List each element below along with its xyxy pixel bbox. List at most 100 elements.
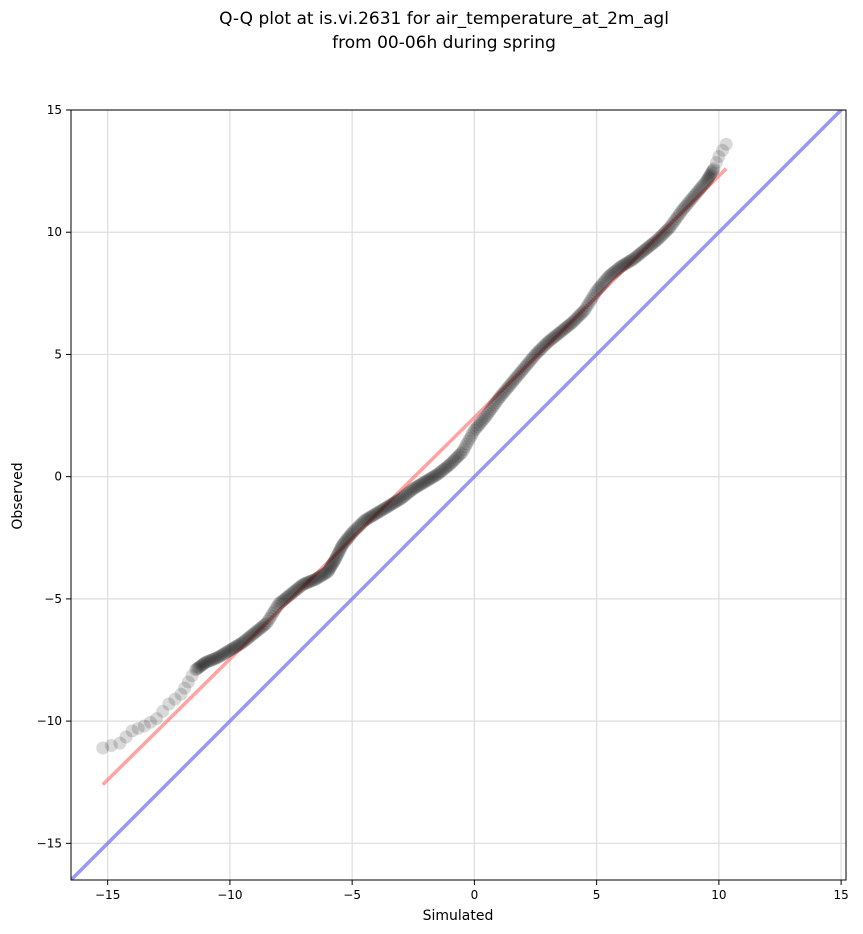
quantile-point <box>695 179 709 193</box>
quantile-point <box>584 294 598 308</box>
quantile-point <box>383 498 397 512</box>
quantile-point <box>548 329 562 343</box>
quantile-point <box>530 346 544 360</box>
quantile-point <box>518 360 532 374</box>
quantile-point <box>443 457 457 471</box>
quantile-point <box>244 629 258 643</box>
quantile-point <box>218 646 232 660</box>
quantile-point <box>666 216 680 230</box>
quantile-point <box>519 358 533 372</box>
quantile-point <box>362 511 376 525</box>
quantile-point <box>367 508 381 522</box>
quantile-point <box>609 263 623 277</box>
quantile-point <box>426 470 440 484</box>
quantile-point <box>368 507 382 521</box>
quantile-point <box>192 660 206 674</box>
x-tick-label: −5 <box>343 888 361 902</box>
quantile-point <box>477 412 491 426</box>
quantile-point <box>536 340 550 354</box>
quantile-point <box>269 602 283 616</box>
quantile-point <box>422 473 436 487</box>
quantile-point <box>340 532 354 546</box>
quantile-point <box>329 551 343 565</box>
quantile-point <box>701 172 715 186</box>
quantile-point <box>512 368 526 382</box>
quantile-point <box>613 261 627 275</box>
quantile-point <box>489 396 503 410</box>
quantile-point <box>588 286 602 300</box>
quantile-point <box>652 231 666 245</box>
quantile-point <box>174 687 188 701</box>
quantile-point <box>389 494 403 508</box>
quantile-point <box>310 571 324 585</box>
quantile-point <box>602 269 616 283</box>
quantile-point <box>374 504 388 518</box>
quantile-point <box>435 464 449 478</box>
quantile-point <box>562 318 576 332</box>
quantile-point <box>357 514 371 528</box>
quantile-point <box>96 741 110 755</box>
quantile-point <box>344 527 358 541</box>
quantile-point <box>195 658 209 672</box>
quantile-point <box>709 156 723 170</box>
quantile-point <box>527 349 541 363</box>
quantile-point <box>689 187 703 201</box>
quantile-point <box>484 402 498 416</box>
quantile-point <box>425 471 439 485</box>
quantile-point <box>434 465 448 479</box>
quantile-point <box>660 223 674 237</box>
quantile-point <box>237 635 251 649</box>
quantile-point <box>253 621 267 635</box>
quantile-point <box>474 416 488 430</box>
quantile-point <box>556 323 570 337</box>
quantile-point <box>626 252 640 266</box>
quantile-point <box>616 259 630 273</box>
quantile-point <box>606 266 620 280</box>
quantile-point <box>402 486 416 500</box>
quantile-point <box>506 375 520 389</box>
quantile-point <box>397 489 411 503</box>
quantile-point <box>290 582 304 596</box>
axis-ticks: −15 −10 −5 0 5 10 15 −15 −10 −5 0 5 10 15 <box>37 103 849 902</box>
quantile-point <box>255 620 269 634</box>
quantile-point <box>585 291 599 305</box>
quantile-point <box>287 585 301 599</box>
quantile-point <box>635 245 649 259</box>
quantile-point <box>521 357 535 371</box>
quantile-point <box>415 476 429 490</box>
quantile-point <box>432 466 446 480</box>
quantile-point <box>315 569 329 583</box>
quantile-point <box>499 382 513 396</box>
y-tick-label: 5 <box>54 347 62 361</box>
quantile-point <box>399 488 413 502</box>
y-tick-label: −5 <box>44 592 62 606</box>
quantile-point <box>405 483 419 497</box>
quantile-point <box>558 322 572 336</box>
x-tick-label: 0 <box>471 888 479 902</box>
quantile-point <box>651 233 665 247</box>
quantile-point <box>224 642 238 656</box>
quantile-point <box>322 563 336 577</box>
quantile-point <box>307 573 321 587</box>
quantile-point <box>573 308 587 322</box>
quantile-point <box>674 205 688 219</box>
quantile-point <box>712 149 726 163</box>
quantile-point <box>418 475 432 489</box>
quantile-point <box>697 178 711 192</box>
quantile-point <box>162 697 176 711</box>
quantile-point <box>590 284 604 298</box>
quantile-point <box>690 185 704 199</box>
quantile-point <box>504 377 518 391</box>
quantile-point <box>469 421 483 435</box>
quantile-point <box>319 566 333 580</box>
quantile-point <box>312 571 326 584</box>
quantile-point <box>694 181 708 195</box>
quantile-point <box>206 652 220 666</box>
quantile-point <box>675 203 689 217</box>
quantile-point <box>577 303 591 317</box>
quantile-point <box>515 364 529 378</box>
quantile-point <box>486 400 500 414</box>
quantile-point <box>448 453 462 467</box>
quantile-point <box>276 593 290 607</box>
quantile-point <box>326 556 340 570</box>
